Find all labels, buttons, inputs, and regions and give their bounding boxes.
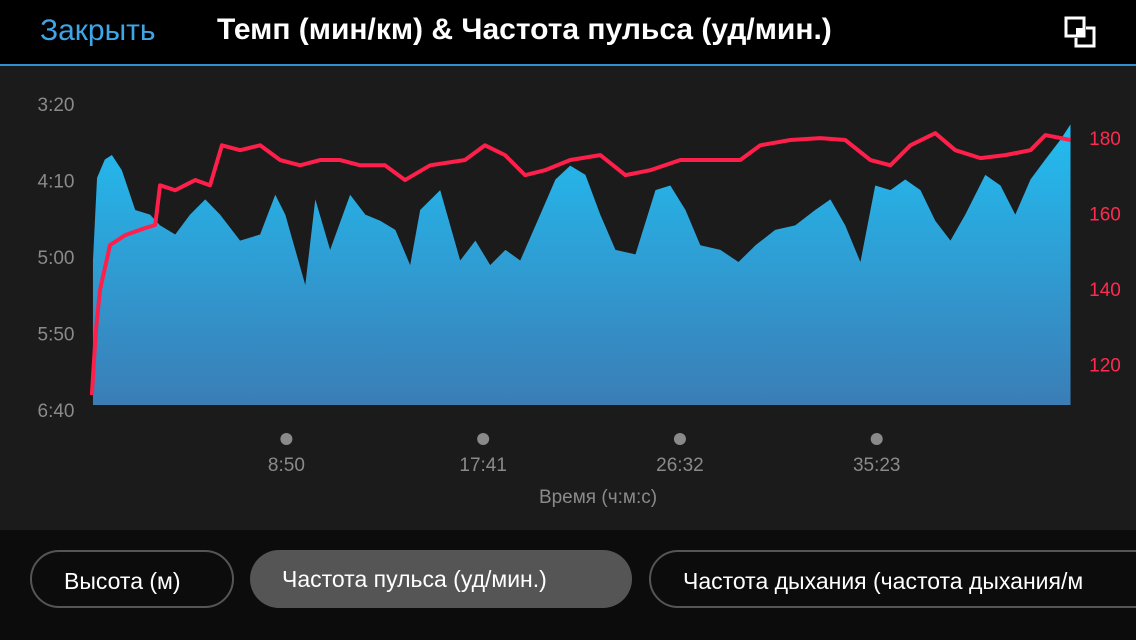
x-tick-dot: [280, 433, 293, 445]
heart-rate-line: [89, 131, 1071, 396]
close-button[interactable]: Закрыть: [40, 14, 156, 47]
y-tick-label: 6:40: [38, 401, 75, 422]
x-tick-label: 35:23: [853, 455, 901, 476]
pace-area: [92, 124, 1071, 406]
tab-button[interactable]: Частота дыхания (частота дыхания/м: [649, 550, 1136, 608]
x-tick-dot: [870, 433, 883, 445]
y-tick-label: 3:20: [38, 95, 75, 116]
y-tick-label: 5:00: [38, 248, 75, 269]
tab-button[interactable]: Высота (м): [30, 550, 234, 608]
y2-tick-label: 180: [1089, 129, 1121, 150]
x-tick-dot: [477, 433, 490, 445]
x-tick-dot: [673, 433, 686, 445]
chart: Время (ч:м:с) 3:20 4:10 5:00 5:50 6:40 120 140…: [0, 66, 1136, 530]
header-title: Темп (мин/км) & Частота пульса (уд/мин.): [217, 13, 832, 46]
x-tick-label: 26:32: [656, 455, 704, 476]
y2-tick-label: 140: [1089, 280, 1121, 301]
x-tick-label: 8:50: [268, 455, 305, 476]
expand-icon[interactable]: [1064, 16, 1096, 48]
tab-button[interactable]: Частота пульса (уд/мин.): [250, 550, 632, 608]
y2-tick-label: 160: [1089, 205, 1121, 226]
y2-tick-label: 120: [1089, 356, 1121, 377]
x-axis-title: Время (ч:м:с): [539, 487, 657, 508]
x-tick-label: 17:41: [459, 455, 507, 476]
y-tick-label: 5:50: [38, 325, 75, 346]
y-tick-label: 4:10: [38, 172, 75, 193]
header: Закрыть Темп (мин/км) & Частота пульса (…: [0, 0, 1136, 66]
